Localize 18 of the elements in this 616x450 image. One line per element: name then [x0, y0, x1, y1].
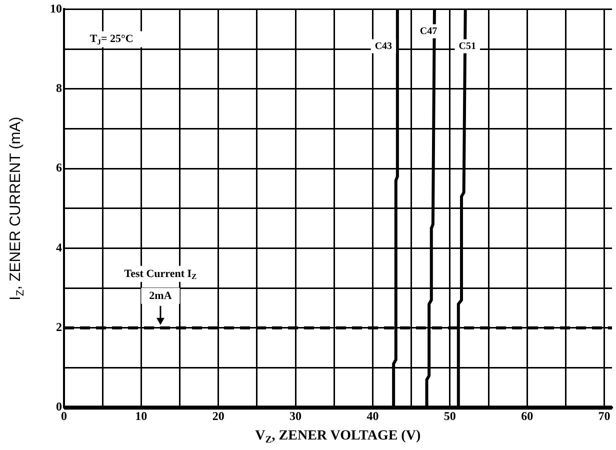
y-axis-title: IZ, ZENER CURRENT (mA): [7, 116, 26, 300]
x-tick-label: 10: [135, 408, 148, 423]
x-tick-label: 70: [598, 408, 610, 423]
x-tick-label: 30: [290, 408, 302, 423]
series-label: C43: [374, 40, 392, 52]
series-label: C47: [420, 26, 438, 37]
x-tick-label: 20: [212, 408, 224, 423]
y-tick-label: 0: [56, 400, 62, 414]
y-tick-label: 8: [56, 80, 62, 95]
annotation: 2mA: [149, 290, 172, 302]
y-tick-label: 6: [56, 160, 62, 175]
y-tick-label: 4: [56, 240, 62, 254]
series-label: C51: [458, 40, 476, 52]
y-tick-label: 10: [50, 1, 62, 16]
y-tick-label: 2: [56, 320, 62, 334]
x-tick-label: 60: [521, 408, 534, 423]
x-tick-label: 50: [444, 408, 456, 423]
x-tick-label: 40: [366, 408, 379, 423]
